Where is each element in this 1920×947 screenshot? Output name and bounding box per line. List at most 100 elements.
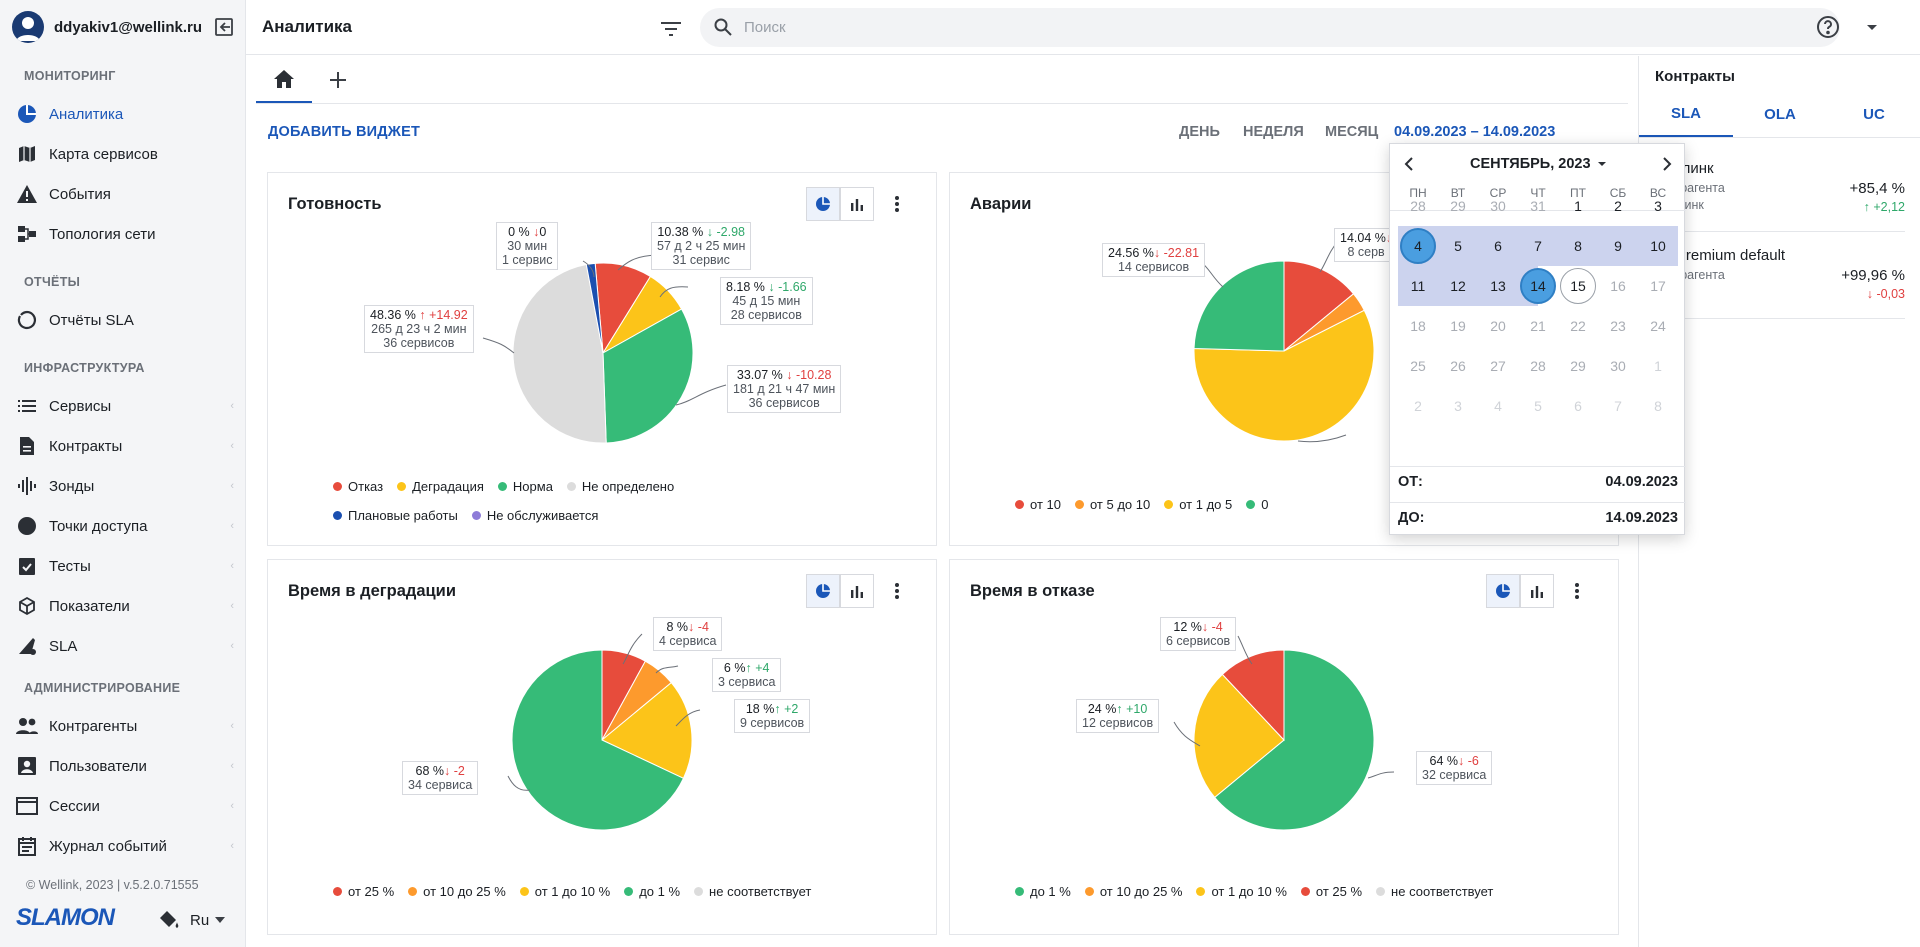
period-week-button[interactable]: НЕДЕЛЯ [1243,124,1304,140]
help-icon[interactable] [1816,15,1840,39]
calendar-day[interactable]: 7 [1518,226,1558,266]
calendar-day[interactable]: 18 [1398,306,1438,346]
search-input[interactable] [744,8,1644,47]
pie-slice-2[interactable] [1283,293,1365,352]
contract-row[interactable]: Веллинк контрагентаВеллинк +85,4 % ↑ +2,… [1655,146,1905,232]
paint-bucket-icon[interactable] [158,910,180,930]
calendar-day[interactable]: 9 [1598,226,1638,266]
legend-item[interactable]: 0 [1246,497,1268,512]
sidebar-item-contracts[interactable]: Контракты ‹ [16,430,240,462]
calendar-day[interactable]: 19 [1438,306,1478,346]
pie-slice-3[interactable] [1193,309,1375,442]
calendar-day[interactable]: 2 [1598,186,1638,226]
language-selector[interactable]: Ru [158,910,226,930]
from-value[interactable]: 04.09.2023 [1605,474,1678,490]
to-value[interactable]: 14.09.2023 [1605,510,1678,526]
calendar-day[interactable]: 23 [1598,306,1638,346]
legend-item[interactable]: от 1 до 10 % [519,884,610,899]
sidebar-item-counterparties[interactable]: Контрагенты ‹ [16,710,240,742]
legend-item[interactable]: до 1 % [1015,884,1071,899]
caret-down-icon[interactable] [1860,15,1884,39]
calendar-day[interactable]: 15 [1558,266,1598,306]
tab-home[interactable] [256,56,312,103]
calendar-day[interactable]: 2 [1398,386,1438,426]
sidebar-item-service-map[interactable]: Карта сервисов [16,138,240,170]
calendar-day[interactable]: 28 [1398,186,1438,226]
calendar-day[interactable]: 8 [1638,386,1678,426]
legend-item[interactable]: Не обслуживается [471,508,598,523]
calendar-day[interactable]: 5 [1438,226,1478,266]
sidebar-item-sla[interactable]: SLA ‹ [16,630,240,662]
calendar-day[interactable]: 30 [1598,346,1638,386]
calendar-day[interactable]: 8 [1558,226,1598,266]
calendar-day[interactable]: 1 [1638,346,1678,386]
legend-item[interactable]: Плановые работы [333,508,458,523]
sidebar-item-event-log[interactable]: Журнал событий ‹ [16,830,240,862]
bar-view-button[interactable] [840,574,874,608]
sidebar-item-topology[interactable]: Топология сети [16,218,240,250]
more-vertical-icon[interactable] [882,187,912,221]
legend-item[interactable]: от 10 [1015,497,1061,512]
calendar-day[interactable]: 1 [1558,186,1598,226]
pie-view-button[interactable] [806,574,840,608]
sidebar-item-probes[interactable]: Зонды ‹ [16,470,240,502]
calendar-day[interactable]: 4 [1478,386,1518,426]
pie-slice-4[interactable] [512,263,607,444]
pie-slice-1[interactable] [594,262,652,355]
pie-slice-5[interactable] [585,262,604,354]
filter-icon[interactable] [658,16,684,42]
calendar-day[interactable]: 31 [1518,186,1558,226]
calendar-day[interactable]: 21 [1518,306,1558,346]
sidebar-item-tests[interactable]: Тесты ‹ [16,550,240,582]
tab-uc[interactable]: UC [1863,106,1885,123]
legend-item[interactable]: не соответствует [694,884,811,899]
calendar-day[interactable]: 29 [1438,186,1478,226]
pie-slice-4[interactable] [1221,649,1285,742]
sidebar-item-users[interactable]: Пользователи ‹ [16,750,240,782]
logout-icon[interactable] [211,14,237,40]
calendar-day[interactable]: 29 [1558,346,1598,386]
calendar-day[interactable]: 3 [1638,186,1678,226]
date-range-selector[interactable]: 04.09.2023 – 14.09.2023 [1394,124,1556,140]
calendar-day[interactable]: 4 [1398,226,1438,266]
sidebar-item-events[interactable]: События [16,178,240,210]
calendar-day[interactable]: 22 [1558,306,1598,346]
pie-slice-3[interactable] [602,308,694,444]
more-vertical-icon[interactable] [1562,574,1592,608]
legend-item[interactable]: Отказ [333,479,383,494]
tab-sla[interactable]: SLA [1639,92,1733,137]
calendar-day[interactable]: 24 [1638,306,1678,346]
period-day-button[interactable]: ДЕНЬ [1179,124,1220,140]
legend-item[interactable]: от 1 до 10 % [1196,884,1287,899]
calendar-day[interactable]: 25 [1398,346,1438,386]
legend-item[interactable]: до 1 % [624,884,680,899]
legend-item[interactable]: от 1 до 5 [1164,497,1232,512]
calendar-day[interactable]: 14 [1518,266,1558,306]
legend-item[interactable]: от 25 % [1300,884,1362,899]
sidebar-item-access-points[interactable]: Точки доступа ‹ [16,510,240,542]
calendar-day[interactable]: 17 [1638,266,1678,306]
pie-view-button[interactable] [806,187,840,221]
calendar-day[interactable]: 16 [1598,266,1638,306]
contract-row[interactable]: ео Premium default контрагентао +99,96 %… [1655,233,1905,319]
calendar-day[interactable]: 7 [1598,386,1638,426]
calendar-day[interactable]: 6 [1558,386,1598,426]
more-vertical-icon[interactable] [882,574,912,608]
calendar-day[interactable]: 30 [1478,186,1518,226]
pie-slice-1[interactable] [1213,649,1375,831]
pie-slice-1[interactable] [601,649,647,741]
pie-view-button[interactable] [1486,574,1520,608]
legend-item[interactable]: от 25 % [333,884,394,899]
calendar-day[interactable]: 12 [1438,266,1478,306]
bar-view-button[interactable] [1520,574,1554,608]
calendar-day[interactable]: 11 [1398,266,1438,306]
pie-slice-3[interactable] [601,681,693,779]
sidebar-item-sla-reports[interactable]: Отчёты SLA [16,304,240,336]
add-tab-button[interactable] [318,56,358,103]
calendar-day[interactable]: 6 [1478,226,1518,266]
calendar-month[interactable]: СЕНТЯБРЬ, 2023 [1470,156,1609,172]
pie-slice-4[interactable] [1193,260,1285,352]
legend-item[interactable]: Не определено [566,479,674,494]
calendar-day[interactable]: 10 [1638,226,1678,266]
pie-slice-3[interactable] [1193,673,1285,799]
